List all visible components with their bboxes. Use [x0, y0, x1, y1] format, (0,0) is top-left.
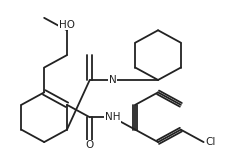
Text: NH: NH — [105, 112, 120, 122]
Text: N: N — [109, 75, 116, 85]
Text: HO: HO — [59, 20, 75, 30]
Text: O: O — [86, 140, 94, 150]
Text: Cl: Cl — [206, 137, 216, 147]
